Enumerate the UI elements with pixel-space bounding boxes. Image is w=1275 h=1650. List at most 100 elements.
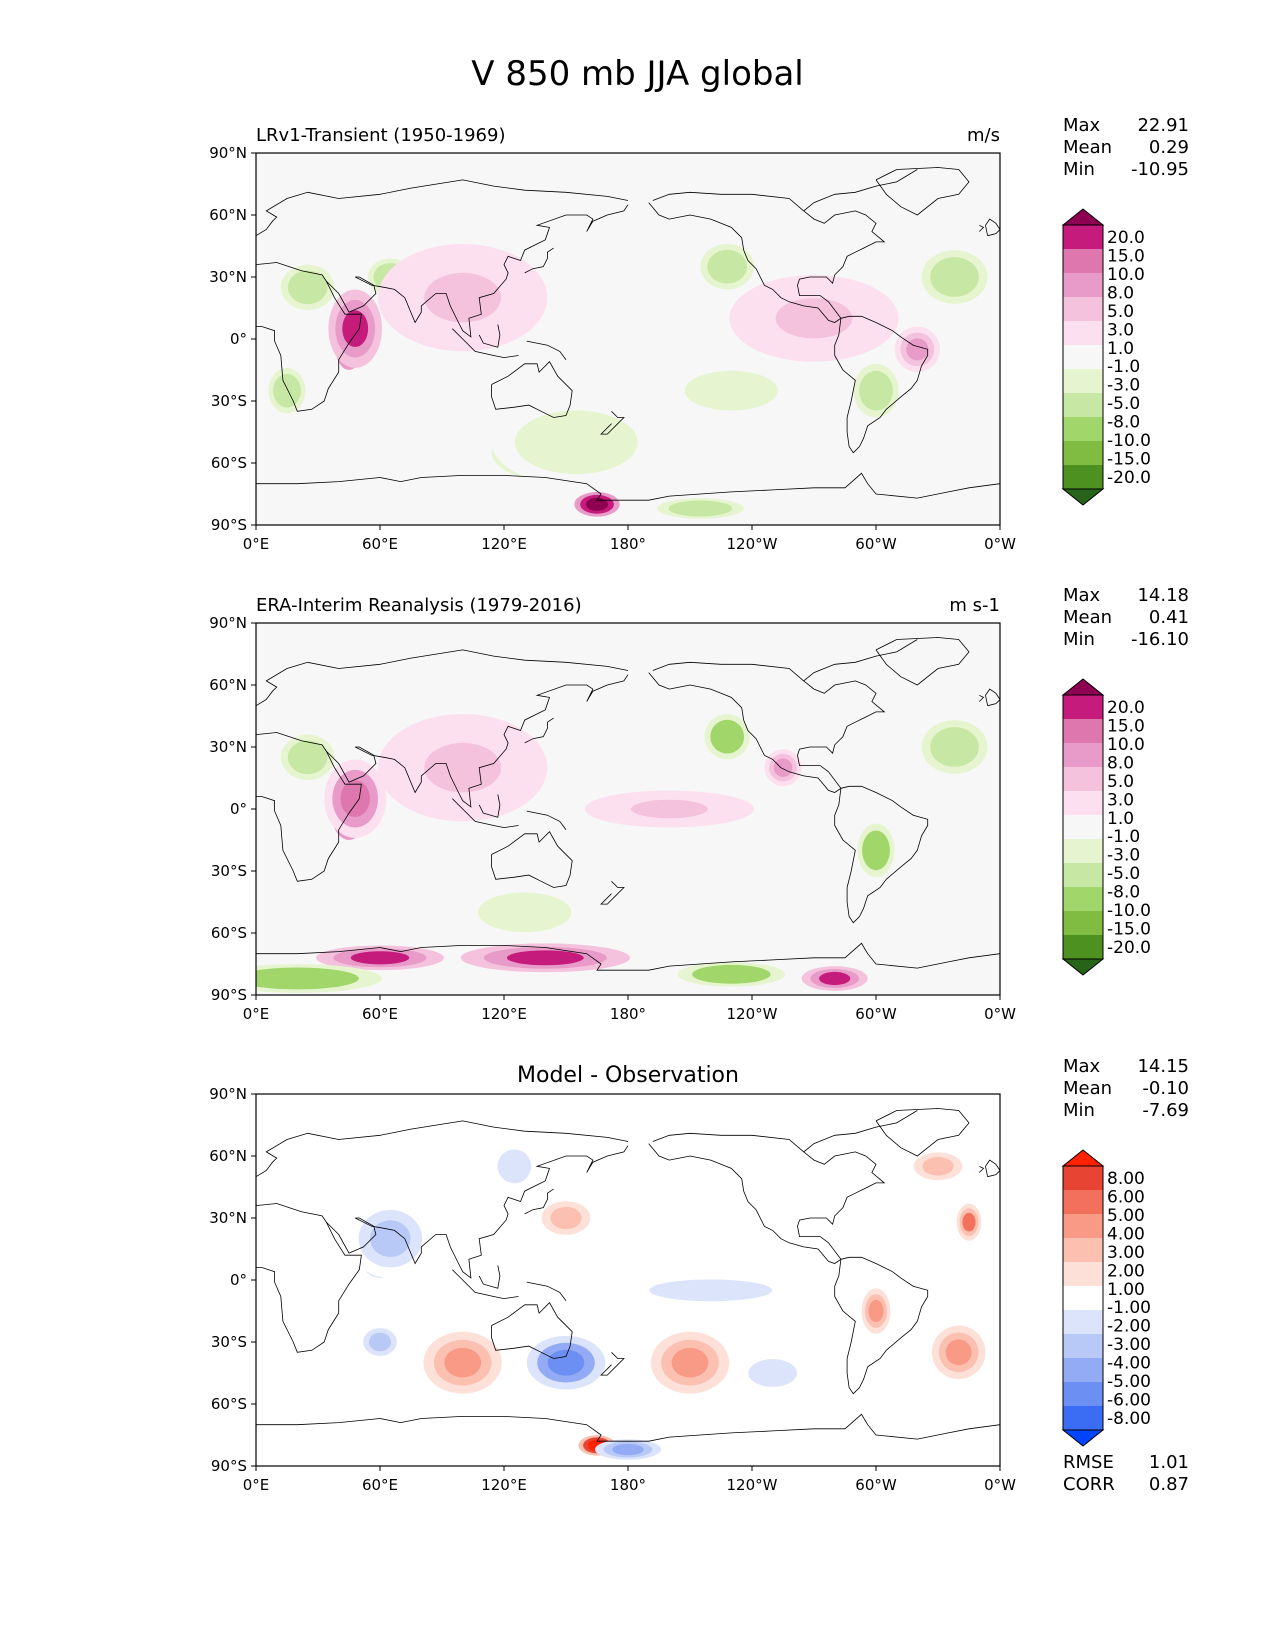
x-tick-label: 120°E [481,1476,527,1494]
colorbar-bin [1063,1166,1103,1191]
colorbar-bin [1063,1190,1103,1215]
y-tick-label: 60°N [209,206,247,224]
stats-model: Max 22.91 Mean 0.29 Min -10.95 [1063,115,1189,180]
y-tick-label: 30°N [209,738,247,756]
colorbar-bin [1063,935,1103,960]
colorbar-tick-label: 2.00 [1107,1261,1145,1281]
colorbar-tick-label: -20.0 [1107,938,1151,958]
field-contour [550,1206,582,1230]
coastlines [256,637,1000,971]
coastline [256,472,1000,501]
colorbar-tick-label: -8.0 [1107,413,1140,433]
colorbar-tick-label: -6.00 [1107,1391,1151,1411]
x-tick-label: 60°E [362,535,398,553]
colorbar-bin [1063,1214,1103,1239]
panel-left-title: ERA-Interim Reanalysis (1979-2016) [256,595,582,616]
colorbar-tick-label: 5.00 [1107,1206,1145,1226]
x-tick-label: 120°W [727,1005,778,1023]
stat-label: Min [1063,159,1095,180]
colorbar-tick-label: 5.0 [1107,772,1134,792]
x-tick-label: 60°W [855,1005,897,1023]
colorbar-extend-bottom [1061,1429,1105,1447]
panel-diff: 0°E 60°E 120°E 180° 120°W 60°W 0°W 90°N 60°N 30°N… [209,1056,1189,1495]
coastline [256,262,362,412]
coastline [600,881,625,905]
extra-stat-label: RMSE [1063,1452,1114,1473]
field-layer [256,714,988,993]
colorbar-tick-label: -15.0 [1107,920,1151,940]
colorbar-tick-label: -1.00 [1107,1298,1151,1318]
x-tick-label: 180° [610,1005,646,1023]
field-contour [672,1282,750,1298]
y-tick-label: 30°N [209,268,247,286]
stats-obs: Max 14.18 Mean 0.41 Min -16.10 [1063,585,1189,650]
stat-value: -7.69 [1142,1100,1189,1121]
colorbar-bin [1063,417,1103,442]
colorbar-bin [1063,911,1103,936]
colorbar-bin [1063,695,1103,720]
y-tick-label: 60°S [211,454,247,472]
colorbar-bin [1063,465,1103,490]
colorbar-bin [1063,441,1103,466]
colorbar-extend-bottom [1061,958,1105,976]
coastline [326,1145,629,1279]
coastline [979,224,985,232]
y-tick-label: 90°N [209,614,247,632]
colorbar-obs: 20.015.010.08.05.03.01.0-1.0-3.0-5.0-8.0… [1061,678,1151,976]
colorbar-model: 20.015.010.08.05.03.01.0-1.0-3.0-5.0-8.0… [1061,208,1151,506]
colorbar-tick-label: 20.0 [1107,228,1145,248]
colorbar-bin [1063,345,1103,370]
colorbar-bin [1063,321,1103,346]
coastline [491,1302,573,1359]
field-contour [706,967,757,981]
y-tick-label: 0° [230,1271,247,1289]
coastline [326,674,629,808]
x-tick-label: 0°E [243,1005,270,1023]
field-layer [347,1143,986,1460]
colorbar-tick-label: 4.00 [1107,1224,1145,1244]
field-contour [819,971,851,986]
colorbar-tick-label: 10.0 [1107,265,1145,285]
colorbar-extend-top [1061,678,1105,696]
stat-value: -0.10 [1142,1078,1189,1099]
field-contour [714,255,741,278]
colorbar-frame [1062,224,1104,490]
x-tick-label: 120°W [727,1476,778,1494]
colorbar-bin [1063,1406,1103,1431]
field-contour [671,1347,709,1378]
y-tick-label: 60°N [209,1147,247,1165]
colorbar-bin [1063,839,1103,864]
colorbar-diff: 8.006.005.004.003.002.001.00-1.00-2.00-3… [1061,1149,1151,1447]
coastline [256,1120,629,1178]
field-contour [350,951,410,965]
colorbar-tick-label: 1.0 [1107,339,1134,359]
panel-units: m/s [967,125,1000,146]
stat-value: 22.91 [1137,115,1189,136]
field-contour [868,1299,884,1323]
field-contour [630,799,708,819]
x-tick-label: 180° [610,1476,646,1494]
stat-label: Mean [1063,1078,1112,1099]
colorbar-bin [1063,887,1103,912]
coastline [648,169,918,323]
coastline [979,1165,985,1173]
colorbar-tick-label: -1.0 [1107,357,1140,377]
colorbar-frame [1062,1165,1104,1431]
x-tick-label: 0°E [243,535,270,553]
colorbar-tick-label: -10.0 [1107,431,1151,451]
field-contour [773,758,793,777]
x-tick-label: 0°W [984,1476,1016,1494]
y-tick-label: 30°S [211,862,247,880]
colorbar-bin [1063,863,1103,888]
y-tick-label: 90°N [209,144,247,162]
coastline [256,1203,362,1353]
stat-value: 0.29 [1149,137,1189,158]
colorbar-bin [1063,273,1103,298]
colorbar-tick-label: 5.0 [1107,302,1134,322]
field-contour [906,338,929,361]
field-contour [757,1363,789,1383]
field-contour [503,1155,526,1178]
colorbar-tick-label: -5.0 [1107,394,1140,414]
map-background [256,1094,1000,1466]
coastline [652,1132,804,1153]
